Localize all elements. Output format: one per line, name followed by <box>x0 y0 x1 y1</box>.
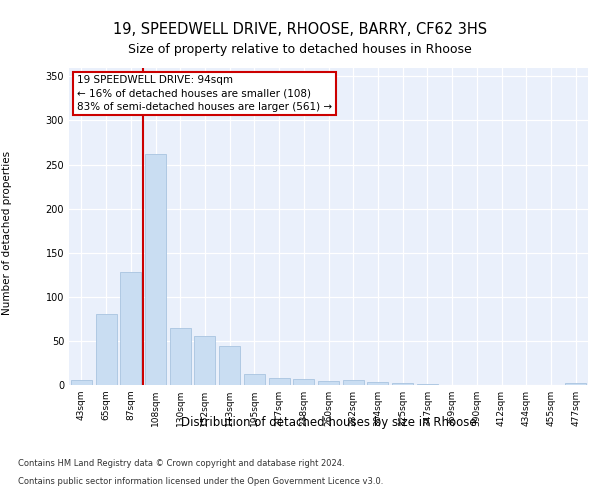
Bar <box>318 380 339 385</box>
Bar <box>269 378 290 385</box>
Bar <box>343 380 364 385</box>
Text: Distribution of detached houses by size in Rhoose: Distribution of detached houses by size … <box>181 416 476 429</box>
Bar <box>219 346 240 385</box>
Bar <box>120 272 141 385</box>
Bar <box>95 314 116 385</box>
Text: 19, SPEEDWELL DRIVE, RHOOSE, BARRY, CF62 3HS: 19, SPEEDWELL DRIVE, RHOOSE, BARRY, CF62… <box>113 22 487 38</box>
Bar <box>565 383 586 385</box>
Bar <box>244 374 265 385</box>
Text: Number of detached properties: Number of detached properties <box>2 150 12 314</box>
Text: 19 SPEEDWELL DRIVE: 94sqm
← 16% of detached houses are smaller (108)
83% of semi: 19 SPEEDWELL DRIVE: 94sqm ← 16% of detac… <box>77 76 332 112</box>
Bar <box>417 384 438 385</box>
Text: Contains public sector information licensed under the Open Government Licence v3: Contains public sector information licen… <box>18 476 383 486</box>
Bar <box>367 382 388 385</box>
Text: Size of property relative to detached houses in Rhoose: Size of property relative to detached ho… <box>128 42 472 56</box>
Bar <box>145 154 166 385</box>
Bar <box>293 379 314 385</box>
Bar <box>170 328 191 385</box>
Bar <box>392 383 413 385</box>
Bar <box>71 380 92 385</box>
Text: Contains HM Land Registry data © Crown copyright and database right 2024.: Contains HM Land Registry data © Crown c… <box>18 460 344 468</box>
Bar <box>194 336 215 385</box>
